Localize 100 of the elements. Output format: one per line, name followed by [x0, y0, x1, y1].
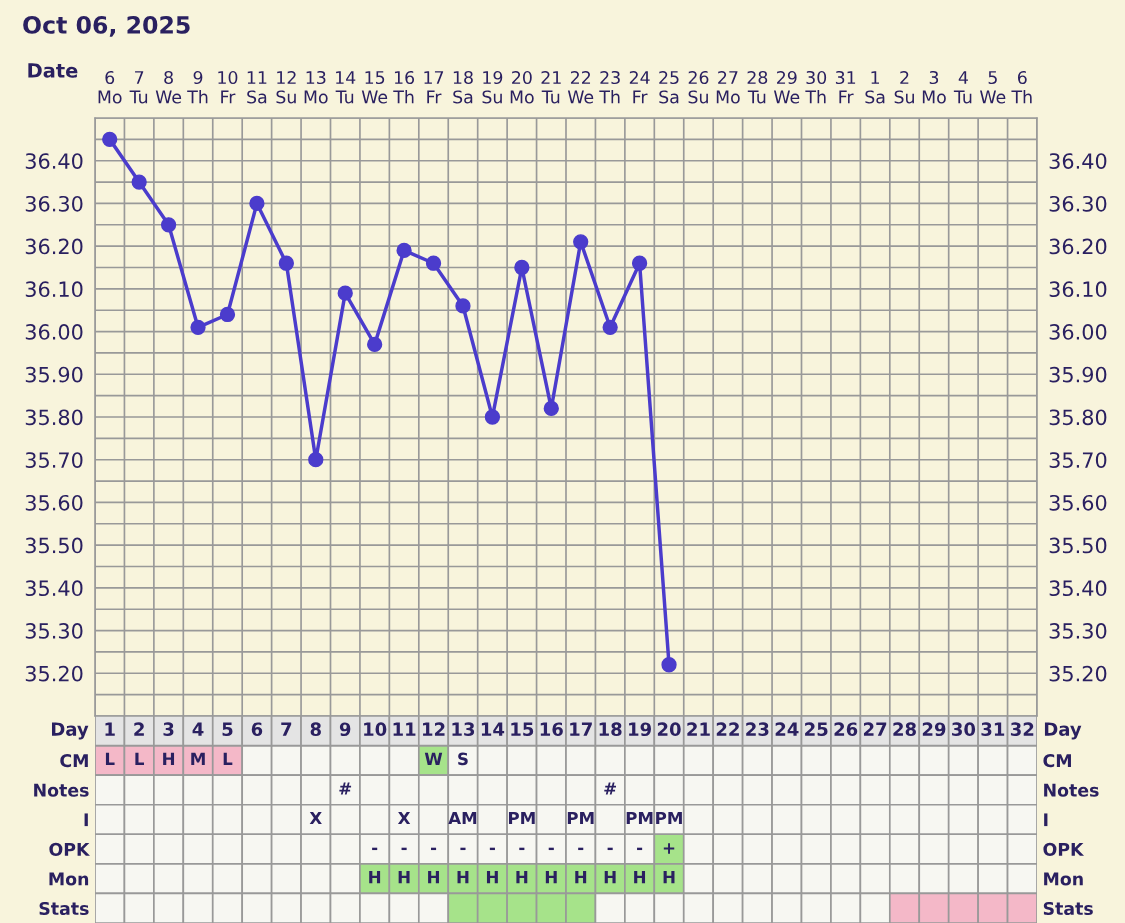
y-tick-label: 36.40: [25, 153, 83, 169]
text: PM: [567, 811, 594, 825]
x-tick-label: 26 Su: [688, 70, 709, 104]
x-tick-label: 14 Tu: [335, 71, 356, 104]
text: PM: [626, 811, 653, 825]
x-tick-label: 24: [775, 722, 799, 736]
y-tick-label: 35.20: [25, 665, 83, 682]
y2-tick-label: 35.50: [1049, 537, 1107, 554]
text: H: [545, 871, 557, 884]
text: L: [223, 752, 233, 765]
x-tick-label: 27 Mo: [716, 70, 740, 104]
x-tick-label: 25: [805, 722, 828, 737]
text: -: [460, 847, 466, 851]
x-tick-label: 28: [893, 722, 916, 737]
text: #: [604, 782, 617, 795]
text: -: [372, 847, 378, 851]
chart-title: Oct 06, 2025: [23, 15, 190, 37]
text: H: [575, 871, 587, 884]
text: -: [489, 847, 495, 851]
y2-tick-label: Stats: [1043, 901, 1093, 916]
point: [131, 174, 147, 190]
y-tick-label: I: [84, 813, 88, 827]
text: Day: [1044, 722, 1082, 740]
point: [219, 306, 236, 323]
text: H: [486, 871, 498, 884]
text: -: [401, 847, 407, 851]
x-tick-label: 1: [105, 722, 115, 736]
x-tick-label: 13 Mo: [304, 70, 328, 104]
y-tick-label: OPK: [49, 842, 90, 856]
y2-tick-label: I: [1044, 813, 1048, 827]
y-tick-label: 35.40: [25, 580, 83, 597]
x-tick-label: 27: [863, 722, 887, 736]
text: PM: [508, 811, 535, 825]
x-tick-label: 31: [981, 722, 1005, 737]
x-tick-label: 9: [339, 722, 351, 737]
text: W: [424, 752, 443, 765]
y-tick-label: CM: [60, 754, 88, 768]
x-tick-label: 19 Su: [482, 70, 503, 104]
y-tick-label: 36.10: [25, 281, 83, 298]
point: [484, 409, 501, 425]
x-tick-label: 31 Fr: [835, 70, 856, 104]
x-tick-label: 11: [393, 722, 416, 736]
x-tick-label: 11 Sa: [247, 71, 267, 104]
point: [514, 259, 530, 276]
x-tick-label: 2 Su: [894, 70, 914, 104]
x-tick-label: 21 Tu: [541, 70, 561, 104]
x-tick-label: 14: [481, 722, 505, 736]
x-tick-label: 29: [922, 722, 946, 737]
text: H: [428, 871, 439, 884]
y2-tick-label: 35.80: [1049, 409, 1107, 426]
y-tick-label: 36.00: [25, 324, 83, 340]
y-tick-label: 36.30: [25, 195, 83, 212]
x-tick-label: 32: [1010, 722, 1034, 737]
point: [396, 242, 412, 259]
text: S: [458, 752, 468, 766]
x-tick-label: 6: [251, 722, 263, 737]
y2-tick-label: CM: [1043, 754, 1071, 768]
y2-tick-label: 35.70: [1049, 452, 1107, 468]
x-tick-label: 16: [540, 722, 563, 737]
y2-tick-label: OPK: [1043, 842, 1085, 856]
x-tick-label: 30: [952, 722, 976, 737]
text: H: [369, 871, 381, 884]
x-tick-label: 28 Tu: [747, 70, 768, 104]
x-tick-label: 18: [599, 722, 622, 737]
text: L: [105, 752, 115, 765]
text: H: [663, 871, 675, 884]
x-tick-label: 10 Fr: [218, 70, 238, 104]
y2-tick-label: Notes: [1044, 783, 1099, 797]
y-tick-label: 36.20: [25, 238, 83, 255]
point: [102, 131, 118, 147]
x-tick-label: 6 Th: [1011, 70, 1032, 104]
point: [249, 195, 265, 212]
text: -: [430, 847, 437, 851]
text: #: [339, 782, 352, 795]
point: [573, 234, 589, 250]
text: -: [578, 847, 584, 851]
point: [308, 452, 324, 468]
x-axis-title: Date: [28, 63, 78, 78]
x-tick-label: 22: [716, 722, 739, 736]
x-tick-label: 9 Th: [187, 70, 208, 104]
text: AM: [448, 811, 477, 825]
x-tick-label: 19: [629, 722, 651, 737]
x-tick-label: 3: [163, 722, 174, 737]
y2-tick-label: 36.40: [1049, 153, 1107, 169]
point: [278, 255, 294, 271]
y2-tick-label: 35.90: [1049, 366, 1107, 383]
x-tick-label: 1 Sa: [865, 71, 885, 104]
x-tick-label: 16 Th: [393, 70, 415, 104]
x-tick-label: 26: [834, 722, 858, 737]
y-tick-label: Notes: [34, 783, 89, 797]
y2-tick-label: 35.30: [1049, 623, 1107, 639]
text: H: [163, 752, 175, 765]
text: -: [548, 847, 554, 851]
point: [337, 285, 353, 301]
x-axis-title: Day: [51, 722, 89, 740]
point: [602, 319, 618, 335]
y2-tick-label: 35.60: [1049, 494, 1107, 511]
y2-tick-label: Mon: [1044, 872, 1083, 886]
y-tick-label: Stats: [39, 901, 89, 916]
x-tick-label: 17: [570, 722, 592, 736]
